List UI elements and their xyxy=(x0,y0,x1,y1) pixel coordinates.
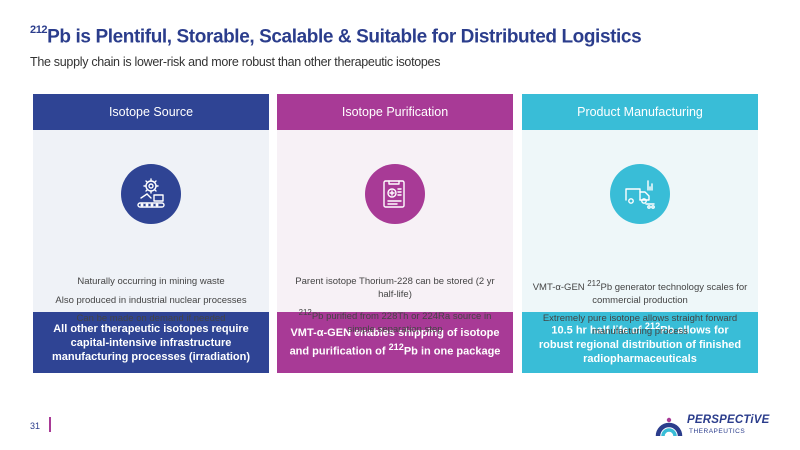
bullet-text: Pb generator technology scales for comme… xyxy=(592,282,748,306)
column-header: Isotope Purification xyxy=(277,94,513,130)
purification-device-icon xyxy=(365,164,425,224)
logo-subtitle: THERAPEUTICS xyxy=(689,428,746,435)
column-header: Product Manufacturing xyxy=(522,94,758,130)
footer-paragraph: 10.5 hr half life of 212Pb allows for ro… xyxy=(534,319,746,366)
company-logo: PERSPECTiVE THERAPEUTICS xyxy=(655,410,775,440)
column-isotope-purification: Isotope Purification Parent isotope Thor… xyxy=(277,94,513,373)
bullet-superscript: 212 xyxy=(587,279,601,288)
factory-robot-arm-icon xyxy=(121,164,181,224)
column-bullets: VMT-α-GEN 212Pb generator technology sca… xyxy=(530,278,750,344)
footer-superscript: 212 xyxy=(388,342,404,353)
page-number-divider xyxy=(49,417,51,432)
column-header: Isotope Source xyxy=(33,94,269,130)
page-subtitle: The supply chain is lower-risk and more … xyxy=(30,55,441,69)
bullet-text: Can be made on demand if needed xyxy=(76,313,226,324)
footer-superscript: 212 xyxy=(644,321,661,332)
bullet-text: Parent isotope Thorium-228 can be stored… xyxy=(295,276,495,300)
footer-text: Pb allows for robust regional distributi… xyxy=(538,324,742,365)
column-footer: VMT-α-GEN enables shipping of isotope an… xyxy=(277,312,513,373)
delivery-truck-icon xyxy=(610,164,670,224)
column-footer: 10.5 hr half life of 212Pb allows for ro… xyxy=(522,312,758,373)
bullet-item: 212Pb purified from 228Th or 224Ra sourc… xyxy=(285,307,505,336)
footer-text: 10.5 hr half life of xyxy=(551,324,645,337)
bullet-text: Naturally occurring in mining waste xyxy=(77,276,225,287)
column-product-manufacturing: Product Manufacturing VMT-α-GEN 212Pb ge… xyxy=(522,94,758,373)
footer-text: VMT-α-GEN enables shipping of isotope an… xyxy=(289,327,500,358)
page-title: 212Pb is Plentiful, Storable, Scalable &… xyxy=(30,24,642,48)
page-number: 31 xyxy=(30,421,41,431)
title-superscript: 212 xyxy=(30,24,48,36)
bullet-item: VMT-α-GEN 212Pb generator technology sca… xyxy=(530,278,750,307)
column-footer: All other therapeutic isotopes require c… xyxy=(33,312,269,373)
bullet-text: Pb purified from 228Th or 224Ra source i… xyxy=(311,311,492,335)
footer-text: Pb in one package xyxy=(403,345,501,358)
column-body: Parent isotope Thorium-228 can be stored… xyxy=(277,130,513,335)
column-bullets: Naturally occurring in mining waste Also… xyxy=(41,276,261,332)
bullet-text: Extremely pure isotope allows straight f… xyxy=(542,313,738,337)
bullet-prefix: VMT-α-GEN xyxy=(532,282,588,294)
footer-text: All other therapeutic isotopes require c… xyxy=(51,322,251,363)
bullet-text: Also produced in industrial nuclear proc… xyxy=(55,294,247,306)
column-isotope-source: Isotope Source Naturally oc xyxy=(33,94,269,373)
column-bullets: Parent isotope Thorium-228 can be stored… xyxy=(285,276,505,342)
bullet-superscript: 212 xyxy=(298,308,312,317)
title-text: Pb is Plentiful, Storable, Scalable & Su… xyxy=(47,26,642,48)
footer-paragraph: VMT-α-GEN enables shipping of isotope an… xyxy=(289,326,501,359)
column-body: Naturally occurring in mining waste Also… xyxy=(33,130,269,324)
column-body: VMT-α-GEN 212Pb generator technology sca… xyxy=(522,130,758,337)
logo-name: PERSPECTiVE xyxy=(687,414,770,426)
logo-mark-icon xyxy=(655,417,683,437)
